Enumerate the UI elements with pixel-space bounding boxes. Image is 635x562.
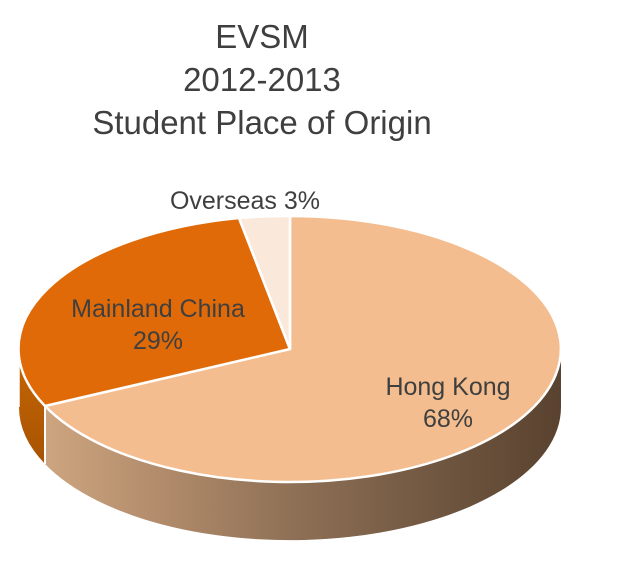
data-label-hong-kong-pct: 68% <box>422 405 474 433</box>
data-label-mainland-china: Mainland China 29% <box>8 293 308 357</box>
data-label-mainland-china-name: Mainland China <box>71 295 245 323</box>
data-label-hong-kong-name: Hong Kong <box>385 373 511 401</box>
pie-slice-hong-kong[interactable] <box>43 214 563 484</box>
data-label-mainland-china-pct: 29% <box>132 327 184 355</box>
pie-slice-overseas[interactable] <box>237 214 292 351</box>
data-label-overseas-name: Overseas <box>169 187 277 215</box>
data-label-hong-kong: Hong Kong 68% <box>298 371 598 435</box>
pie-slice-mainland-china[interactable] <box>17 216 292 408</box>
data-label-overseas: Overseas 3% <box>95 185 395 217</box>
chart-title: EVSM 2012-2013 Student Place of Origin <box>0 15 524 144</box>
chart-title-line: 2012-2013 <box>183 61 341 98</box>
pie-side-hong-kong <box>45 349 562 541</box>
data-label-overseas-pct: 3% <box>283 187 321 215</box>
chart-title-line: EVSM <box>215 18 309 55</box>
chart-title-line: Student Place of Origin <box>92 104 432 141</box>
pie-side-mainland-china <box>18 349 45 464</box>
